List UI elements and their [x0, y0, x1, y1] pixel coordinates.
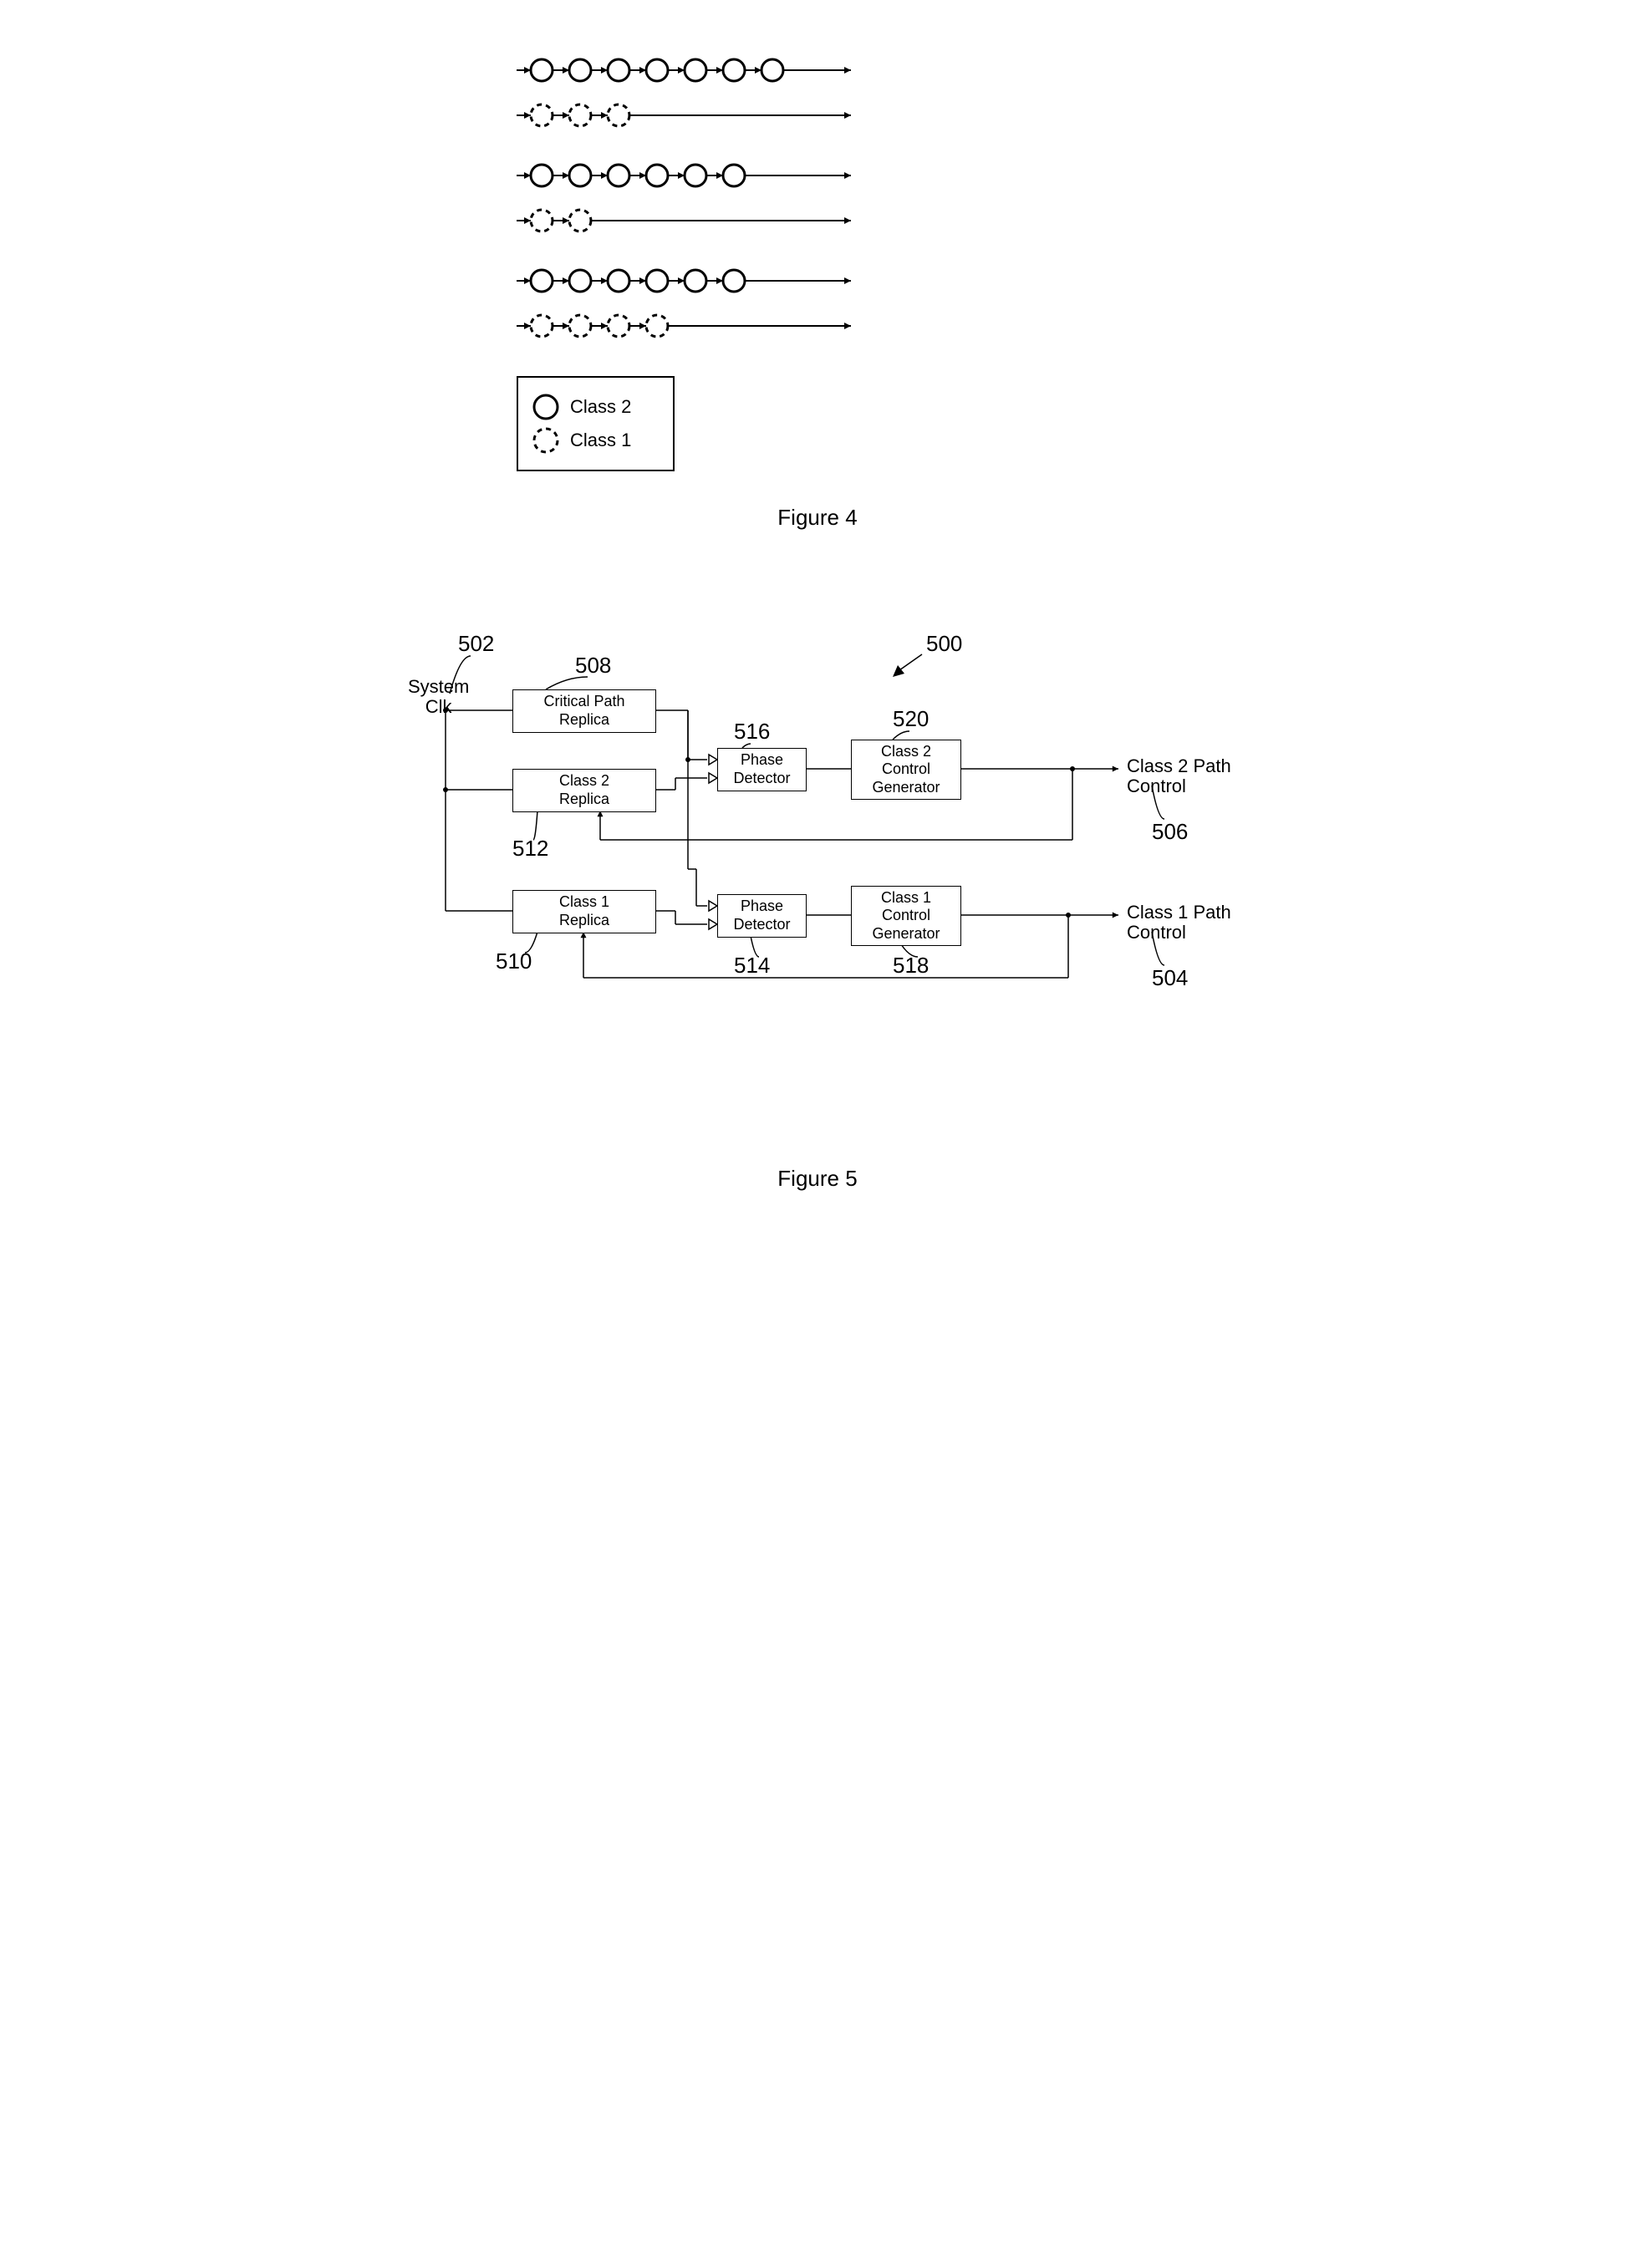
block-class1-replica: Class 1Replica	[512, 890, 656, 933]
block-class2-replica: Class 2Replica	[512, 769, 656, 812]
path-row	[517, 155, 1235, 196]
block-phase-detector-2: PhaseDetector	[717, 748, 807, 791]
legend-row-class1: Class 1	[532, 426, 631, 455]
ref-518: 518	[893, 953, 929, 979]
ref-504: 504	[1152, 965, 1188, 991]
path-row	[517, 95, 1235, 135]
block-class2-control-gen: Class 2ControlGenerator	[851, 740, 961, 800]
path-row	[517, 261, 1235, 301]
block-phase-detector-1: PhaseDetector	[717, 894, 807, 938]
legend-label-class1: Class 1	[570, 430, 631, 451]
figure-5-caption: Figure 5	[400, 1166, 1235, 1192]
ref-508: 508	[575, 653, 611, 679]
figure-4: Class 2 Class 1 Figure 4	[400, 50, 1235, 531]
block-class1-control-gen: Class 1ControlGenerator	[851, 886, 961, 946]
ref-510: 510	[496, 948, 532, 974]
label-class1-out: Class 1 PathControl	[1127, 903, 1231, 943]
wiring-svg	[400, 598, 1235, 1132]
ref-502: 502	[458, 631, 494, 657]
figure-4-caption: Figure 4	[400, 505, 1235, 531]
legend-label-class2: Class 2	[570, 396, 631, 418]
block-diagram: SystemClk Class 2 PathControl Class 1 Pa…	[400, 598, 1235, 1132]
ref-516: 516	[734, 719, 770, 745]
label-system-clk: SystemClk	[408, 677, 469, 717]
legend-circle-solid	[532, 393, 560, 421]
legend-circle-dashed	[532, 426, 560, 455]
legend-row-class2: Class 2	[532, 393, 631, 421]
path-row	[517, 201, 1235, 241]
legend-box: Class 2 Class 1	[517, 376, 675, 471]
path-row	[517, 50, 1235, 90]
ref-514: 514	[734, 953, 770, 979]
label-class2-out: Class 2 PathControl	[1127, 756, 1231, 796]
ref-500: 500	[926, 631, 962, 657]
path-row	[517, 306, 1235, 346]
ref-512: 512	[512, 836, 548, 862]
figure-5: SystemClk Class 2 PathControl Class 1 Pa…	[400, 598, 1235, 1192]
block-critical-path-replica: Critical PathReplica	[512, 689, 656, 733]
ref-506: 506	[1152, 819, 1188, 845]
path-diagram	[517, 50, 1235, 346]
ref-520: 520	[893, 706, 929, 732]
